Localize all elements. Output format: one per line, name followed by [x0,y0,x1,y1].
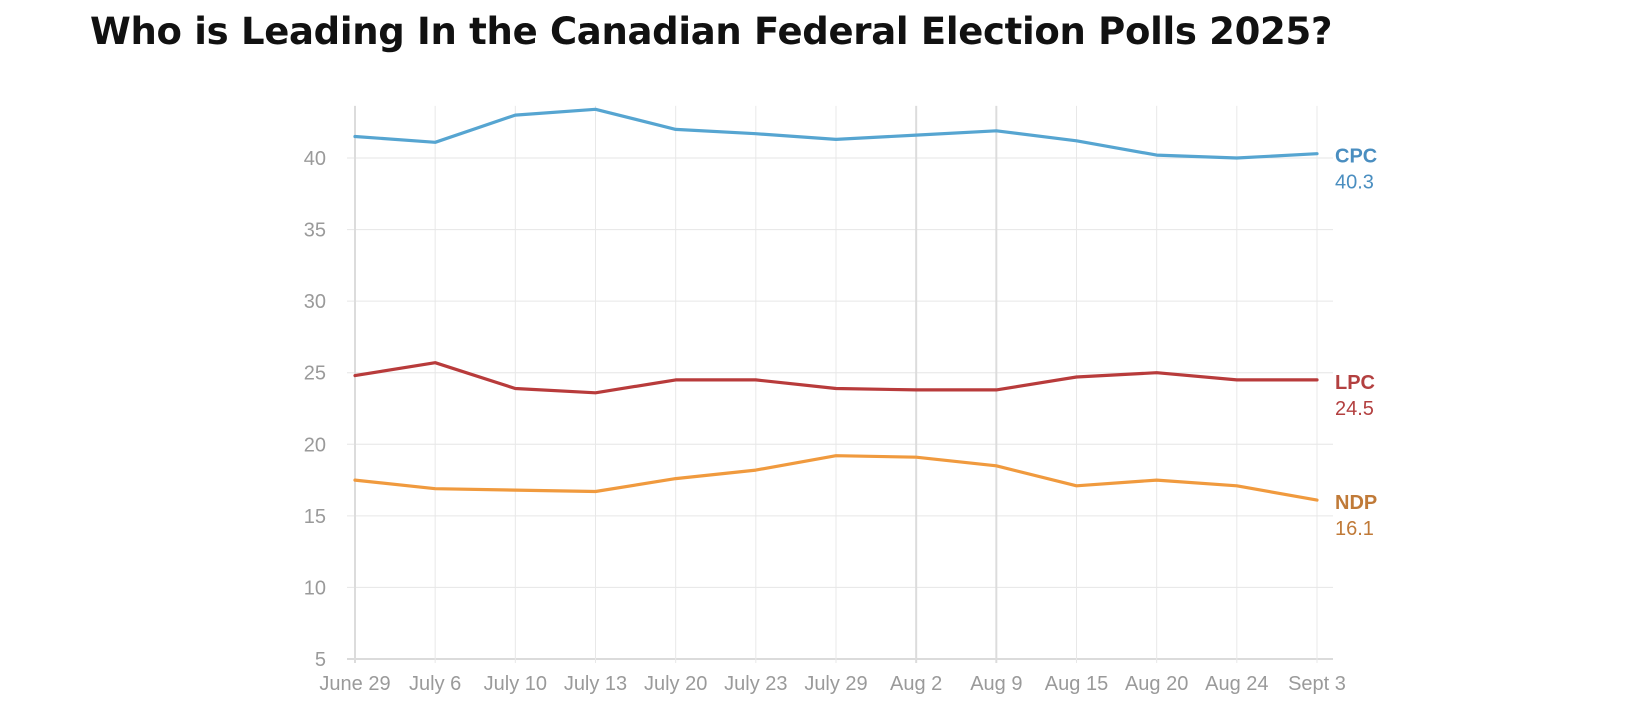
x-tick-label: July 29 [804,673,867,695]
x-tick-label: Aug 2 [890,673,942,695]
y-tick-label: 40 [304,148,326,170]
y-tick-label: 5 [315,649,326,671]
gridlines [347,105,1333,663]
series-line-cpc [353,107,1319,160]
y-tick-label: 15 [304,506,326,528]
x-tick-label: Aug 9 [970,673,1022,695]
series-value-label-ndp: 16.1 [1335,518,1374,540]
x-tick-label: Aug 24 [1205,673,1268,695]
series-name-label-lpc: LPC [1335,372,1375,394]
y-tick-label: 25 [304,363,326,385]
x-tick-label: Sept 3 [1288,673,1346,695]
y-tick-label: 30 [304,291,326,313]
page-title: Who is Leading In the Canadian Federal E… [90,10,1333,53]
x-tick-label: July 6 [409,673,461,695]
y-tick-label: 10 [304,577,326,599]
series-line-lpc [353,361,1319,395]
x-tick-label: July 23 [724,673,787,695]
y-tick-label: 20 [304,434,326,456]
series-lines [353,107,1319,502]
end-labels: CPC 40.3 LPC 24.5 NDP 16.1 [1335,146,1377,540]
x-tick-label: Aug 15 [1045,673,1108,695]
series-name-label-cpc: CPC [1335,146,1377,168]
series-name-label-ndp: NDP [1335,492,1377,514]
series-value-label-lpc: 24.5 [1335,398,1374,420]
x-tick-label: July 13 [564,673,627,695]
y-tick-label: 35 [304,220,326,242]
y-axis: 5 10 15 20 25 30 35 40 [304,148,326,671]
x-tick-label: July 20 [644,673,707,695]
x-axis: June 29 July 6 July 10 July 13 July 20 July 2… [319,673,1346,695]
series-value-label-cpc: 40.3 [1335,172,1374,194]
x-tick-label: July 10 [484,673,547,695]
x-tick-label: June 29 [319,673,390,695]
series-line-ndp [353,454,1319,502]
x-tick-label: Aug 20 [1125,673,1188,695]
